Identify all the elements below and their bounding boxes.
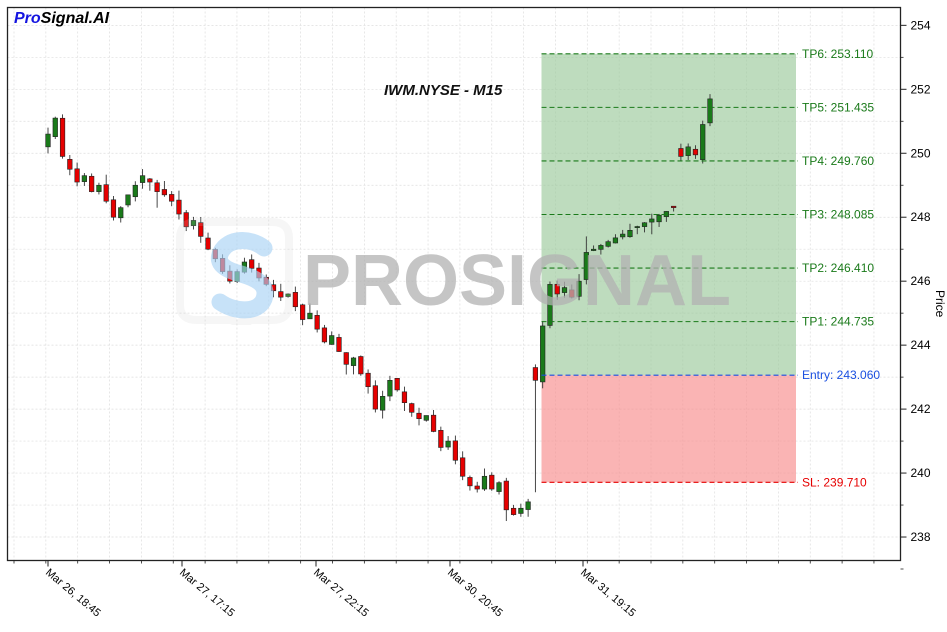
- svg-text:SL: 239.710: SL: 239.710: [802, 475, 867, 489]
- svg-text:254: 254: [911, 18, 931, 32]
- svg-text:238: 238: [911, 530, 931, 544]
- svg-text:252: 252: [911, 82, 931, 96]
- svg-text:TP5: 251.435: TP5: 251.435: [802, 100, 874, 114]
- svg-text:PROSIGNAL: PROSIGNAL: [303, 241, 731, 321]
- svg-text:240: 240: [911, 466, 931, 480]
- svg-text:TP6: 253.110: TP6: 253.110: [802, 47, 873, 61]
- svg-text:TP4: 249.760: TP4: 249.760: [802, 154, 874, 168]
- svg-text:242: 242: [911, 402, 931, 416]
- svg-text:250: 250: [911, 146, 931, 160]
- svg-text:244: 244: [911, 338, 931, 352]
- svg-text:Entry: 243.060: Entry: 243.060: [802, 368, 880, 382]
